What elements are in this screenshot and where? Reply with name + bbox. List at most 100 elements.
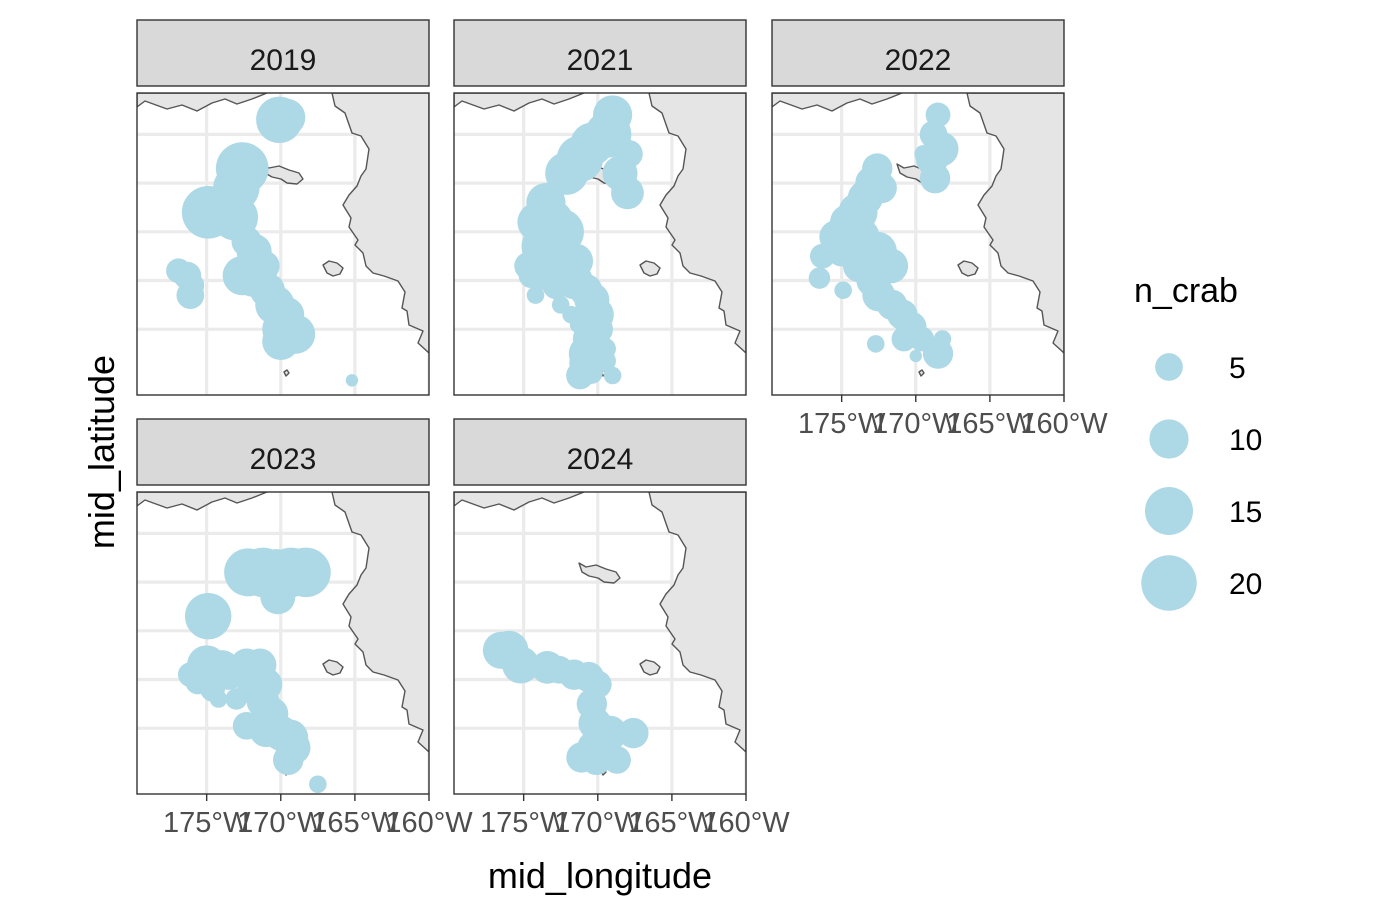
legend-label: 20 [1229, 568, 1262, 601]
data-point [545, 151, 589, 195]
x-axis-tick-label: 160°W [702, 807, 790, 839]
data-point [542, 271, 571, 300]
legend-label: 10 [1229, 424, 1262, 457]
data-point [611, 176, 644, 210]
y-axis-title: mid_latitude [81, 355, 122, 549]
facet-panel-2023: 2023 [136, 418, 430, 795]
data-point [184, 593, 232, 640]
nunivak-island [639, 260, 661, 277]
data-point [225, 688, 248, 710]
data-point [502, 646, 540, 684]
facet-strip-label: 2019 [250, 44, 317, 77]
x-axis-tick-label: 165°W [311, 807, 399, 839]
data-point [309, 775, 327, 794]
alaska-landmass [331, 492, 429, 753]
facet-strip-label: 2023 [250, 443, 317, 476]
panel-border [136, 92, 430, 396]
facet-strip [771, 19, 1065, 87]
nunivak-island [322, 659, 344, 676]
x-axis-title: mid_longitude [488, 855, 712, 896]
alaska-landmass [648, 93, 746, 354]
x-axis-tick-label: 175°W [480, 807, 568, 839]
legend-key [1141, 555, 1197, 611]
nunivak-island [322, 260, 344, 277]
facet-strip-label: 2022 [885, 44, 952, 77]
data-point [618, 717, 649, 749]
alaska-landmass [966, 93, 1064, 354]
data-point [518, 263, 544, 289]
data-point [281, 547, 331, 598]
facet-panel-2022: 2022 [771, 19, 1065, 396]
data-point [933, 330, 952, 348]
x-axis-tick-label: 165°W [946, 408, 1034, 440]
data-point [176, 281, 205, 310]
facet-panel-2021: 2021 [453, 19, 747, 396]
panel-border [453, 491, 747, 795]
facet-strip [136, 19, 430, 87]
nunivak-island [639, 659, 661, 676]
panel-border [771, 92, 1065, 396]
panel-border [453, 92, 747, 396]
data-point [273, 744, 304, 776]
x-axis-tick-label: 175°W [163, 807, 251, 839]
data-point [262, 322, 300, 361]
data-point [603, 366, 622, 385]
x-axis-tick-label: 160°W [1020, 408, 1108, 440]
legend-key [1144, 486, 1194, 536]
legend-key [1155, 353, 1183, 381]
facet-strip [136, 418, 430, 486]
alaska-landmass [648, 492, 746, 753]
x-axis-tick-label: 170°W [872, 408, 960, 440]
legend: n_crab 5 10 15 20 [1134, 272, 1262, 611]
data-point [268, 98, 306, 136]
facet-strip-label: 2021 [567, 44, 634, 77]
panel-border [136, 491, 430, 795]
data-point [866, 172, 897, 204]
data-point [526, 286, 545, 304]
legend-title: n_crab [1134, 272, 1238, 310]
st-lawrence-island [261, 163, 304, 185]
facet-panel-2019: 2019 [136, 19, 430, 396]
data-point [891, 326, 917, 352]
x-axis-tick-label: 160°W [385, 807, 473, 839]
legend-label: 15 [1229, 496, 1262, 529]
st-lawrence-island [578, 562, 621, 584]
data-point [209, 690, 228, 708]
pribilof-islands [918, 369, 925, 377]
facet-strip [453, 418, 747, 486]
data-point [345, 374, 359, 387]
data-point [834, 281, 852, 300]
legend-label: 5 [1229, 352, 1246, 385]
data-point [569, 315, 588, 334]
data-point [603, 746, 631, 774]
facet-strip [453, 19, 747, 87]
legend-key [1149, 419, 1189, 459]
data-point [866, 335, 885, 353]
chukotka-landmass [454, 93, 585, 112]
nunivak-island [957, 260, 979, 277]
chukotka-landmass [137, 93, 268, 112]
data-point [581, 744, 612, 776]
chukotka-landmass [454, 492, 585, 511]
x-axis-tick-label: 170°W [554, 807, 642, 839]
data-point [909, 349, 922, 363]
x-axis-tick-label: 170°W [237, 807, 325, 839]
chukotka-landmass [772, 93, 903, 112]
chukotka-landmass [137, 492, 268, 511]
data-point [919, 163, 951, 194]
alaska-landmass [331, 93, 429, 354]
x-axis-tick-label: 175°W [798, 408, 886, 440]
data-point [808, 267, 831, 289]
data-point [581, 362, 603, 384]
pribilof-islands [283, 369, 290, 377]
facet-strip-label: 2024 [567, 443, 634, 476]
data-point [914, 145, 932, 163]
x-axis-tick-label: 165°W [628, 807, 716, 839]
data-point [809, 243, 835, 269]
data-point [260, 579, 296, 615]
facet-panel-2024: 2024 [453, 418, 747, 795]
